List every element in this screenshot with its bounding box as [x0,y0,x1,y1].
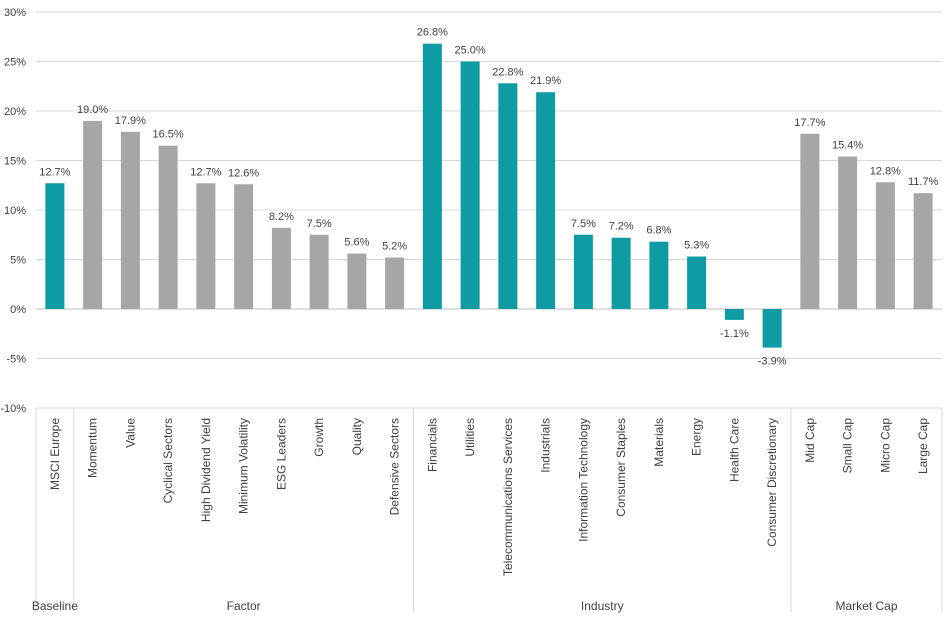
data-label: 7.2% [609,221,634,233]
category-label: Utilities [463,418,477,457]
category-labels: MSCI Europe Momentum Value Cyclical Sectors… [48,418,930,576]
y-axis-tick-labels: -10% -5% 0% 5% 10% 15% 20% 25% 30% [0,7,26,415]
bar [460,61,480,309]
category-label: MSCI Europe [48,418,62,490]
data-label: 8.2% [269,211,294,223]
data-label: 19.0% [77,104,108,116]
x-axis [35,408,943,612]
category-label: Momentum [86,418,100,478]
bar [120,131,140,309]
data-label: 6.8% [646,225,671,237]
data-label: -1.1% [720,328,749,340]
bar [45,183,65,309]
group-label: Factor [227,599,261,613]
data-label: 16.5% [153,129,184,141]
bar [838,156,858,309]
category-label: Health Care [727,418,741,482]
data-label: 12.7% [190,166,221,178]
group-labels: Baseline Factor Industry Market Cap [32,599,898,613]
y-tick-label: 5% [10,255,26,267]
bar [422,43,442,310]
category-label: Financials [425,418,439,472]
data-label: 15.4% [832,140,863,152]
y-tick-label: -10% [0,403,26,415]
category-label: Value [123,418,137,448]
data-label: 12.7% [39,166,70,178]
category-label: Information Technology [576,418,590,542]
data-label: 7.5% [307,218,332,230]
bar [875,182,895,309]
category-label: Minimum Volatility [237,418,251,514]
data-label: 7.5% [571,218,596,230]
data-labels: 12.7% 19.0% 17.9% 16.5% 12.7% 12.6% 8.2% 7.5% 5.… [39,27,938,368]
data-label: 17.7% [794,117,825,129]
category-label: Mid Cap [803,418,817,463]
category-label: Cyclical Sectors [161,418,175,503]
data-label: 21.9% [530,75,561,87]
category-label: Micro Cap [878,418,892,473]
group-label: Baseline [32,599,78,613]
category-label: Consumer Discretionary [765,418,779,547]
data-label: 26.8% [417,27,448,39]
y-tick-label: 20% [4,106,26,118]
category-label: Large Cap [916,418,930,474]
data-label: 11.7% [908,176,939,188]
bar [271,227,291,309]
bar [158,145,178,309]
bar [913,193,933,309]
category-label: Defensive Sectors [388,418,402,515]
category-label: Materials [652,418,666,467]
bars [45,43,933,348]
bar [196,183,216,309]
bar [498,83,518,309]
data-label: 12.8% [870,165,901,177]
category-label: Telecommunications Services [501,418,515,576]
y-tick-label: -5% [6,354,26,366]
bar [573,234,593,309]
bar [83,120,103,310]
group-label: Market Cap [835,599,897,613]
y-tick-label: 25% [4,57,26,69]
bar [800,133,820,309]
bar [649,241,669,309]
bar [234,184,254,309]
bar [611,237,631,309]
category-label: ESG Leaders [274,418,288,490]
category-label: Quality [350,418,364,455]
category-label: Energy [690,418,704,456]
data-label: 25.0% [455,45,486,57]
data-label: 12.6% [228,167,259,179]
category-label: Industrials [539,418,553,473]
category-label: High Dividend Yield [199,418,213,522]
bar [385,257,405,309]
data-label: 17.9% [115,115,146,127]
y-tick-label: 10% [4,205,26,217]
bar [309,234,329,309]
category-label: Small Cap [841,418,855,474]
group-label: Industry [581,599,624,613]
y-tick-label: 30% [4,7,26,19]
category-label: Growth [312,418,326,457]
category-label: Consumer Staples [614,418,628,517]
y-tick-label: 15% [4,156,26,168]
data-label: -3.9% [758,356,787,368]
data-label: 5.3% [684,240,709,252]
bar [687,256,707,309]
bar [536,92,556,309]
y-tick-label: 0% [10,304,26,316]
bar [762,309,782,348]
data-label: 22.8% [492,66,523,78]
bar [347,253,367,309]
bar [724,309,744,320]
data-label: 5.6% [344,237,369,249]
gridlines [36,11,942,409]
data-label: 5.2% [382,241,407,253]
